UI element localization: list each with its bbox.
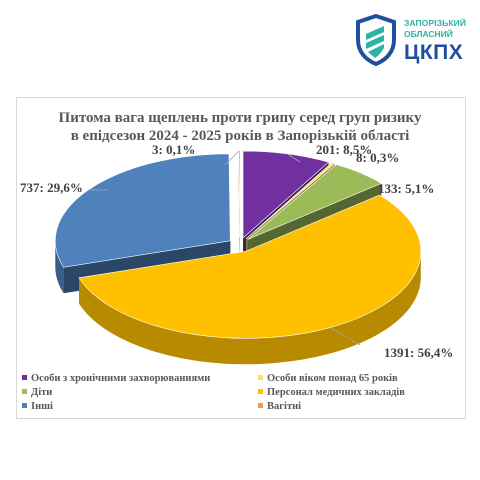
- legend-swatch-3: [258, 389, 263, 394]
- logo-text-line3: ЦКПХ: [404, 41, 464, 64]
- legend-swatch-1: [258, 375, 263, 380]
- data-labels: 201: 8,5%8: 0,3% 133: 5,1% 1391: 56,4% 737:…: [20, 142, 453, 360]
- legend-swatch-0: [22, 375, 27, 380]
- data-label-3: 1391: 56,4%: [384, 345, 453, 360]
- legend-item-0: Особи з хронічними захворюваннями: [31, 373, 210, 384]
- chart-title-line1: Питома вага щеплень проти грипу серед гр…: [59, 110, 422, 126]
- legend-item-4: Інші: [31, 401, 53, 412]
- data-label-4: 737: 29,6%: [20, 180, 83, 195]
- shield-logo-icon: [356, 14, 396, 66]
- legend-swatch-5: [258, 403, 263, 408]
- leader-line-1: [332, 163, 335, 171]
- data-label-2: 133: 5,1%: [378, 181, 434, 196]
- data-label-0: 201: 8,5%: [316, 142, 372, 157]
- legend-item-5: Вагітні: [267, 401, 301, 412]
- legend-item-2: Діти: [31, 387, 52, 398]
- organization-logo: ЗАПОРІЗЬКИЙ ОБЛАСНИЙ ЦКПХ: [354, 12, 474, 68]
- pie-slice-5: [238, 150, 241, 238]
- leader-line-5: [224, 150, 240, 166]
- chart-legend: Особи з хронічними захворюваннями Особи в…: [22, 373, 405, 412]
- legend-swatch-2: [22, 389, 27, 394]
- leader-line-2: [360, 172, 363, 187]
- slice-wall-4: [55, 240, 64, 294]
- data-label-5: 3: 0,1%: [152, 142, 195, 157]
- slice-wall-3: [79, 251, 421, 365]
- leader-line-0: [287, 153, 301, 163]
- logo-text-line1: ЗАПОРІЗЬКИЙ: [404, 18, 467, 28]
- chart-title-line2: в епідсезон 2024 - 2025 років в Запорізь…: [71, 128, 410, 144]
- legend-item-1: Особи віком понад 65 років: [267, 373, 398, 384]
- legend-swatch-4: [22, 403, 27, 408]
- logo-text-line2: ОБЛАСНИЙ: [404, 29, 453, 39]
- data-label-1: 8: 0,3%: [356, 150, 399, 165]
- leader-line-3: [330, 327, 361, 346]
- legend-item-3: Персонал медичних закладів: [267, 387, 405, 398]
- pie-slices: [54, 150, 422, 365]
- pie-slice-3: [78, 194, 422, 339]
